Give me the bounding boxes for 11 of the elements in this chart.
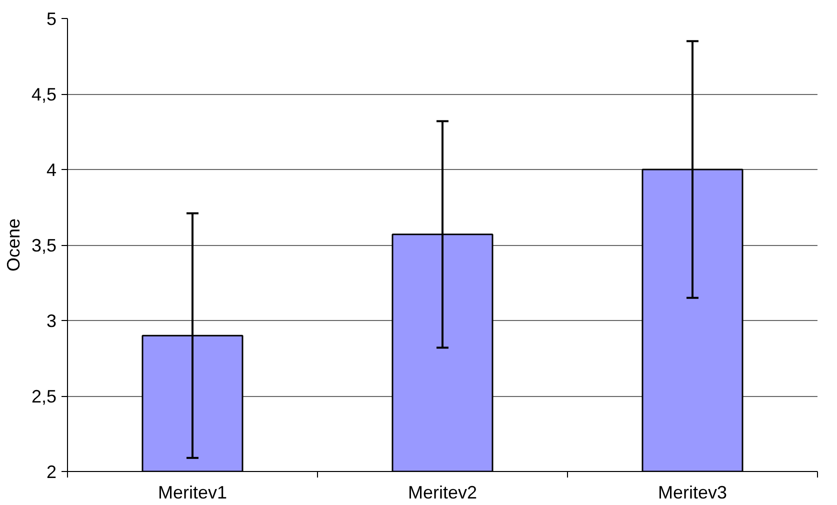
y-tick-label: 3 [46, 311, 57, 331]
y-tick-label: 4,5 [31, 84, 57, 104]
y-tick-label: 2,5 [31, 386, 57, 406]
y-tick-label: 5 [46, 9, 57, 29]
x-tick-label: Meritev2 [408, 482, 478, 502]
y-tick-label: 2 [46, 462, 57, 482]
y-tick-label: 4 [46, 160, 57, 180]
y-axis-title: Ocene [3, 218, 24, 272]
x-tick-label: Meritev1 [158, 482, 228, 502]
y-tick-label: 3,5 [31, 236, 57, 256]
x-tick-label: Meritev3 [658, 482, 728, 502]
